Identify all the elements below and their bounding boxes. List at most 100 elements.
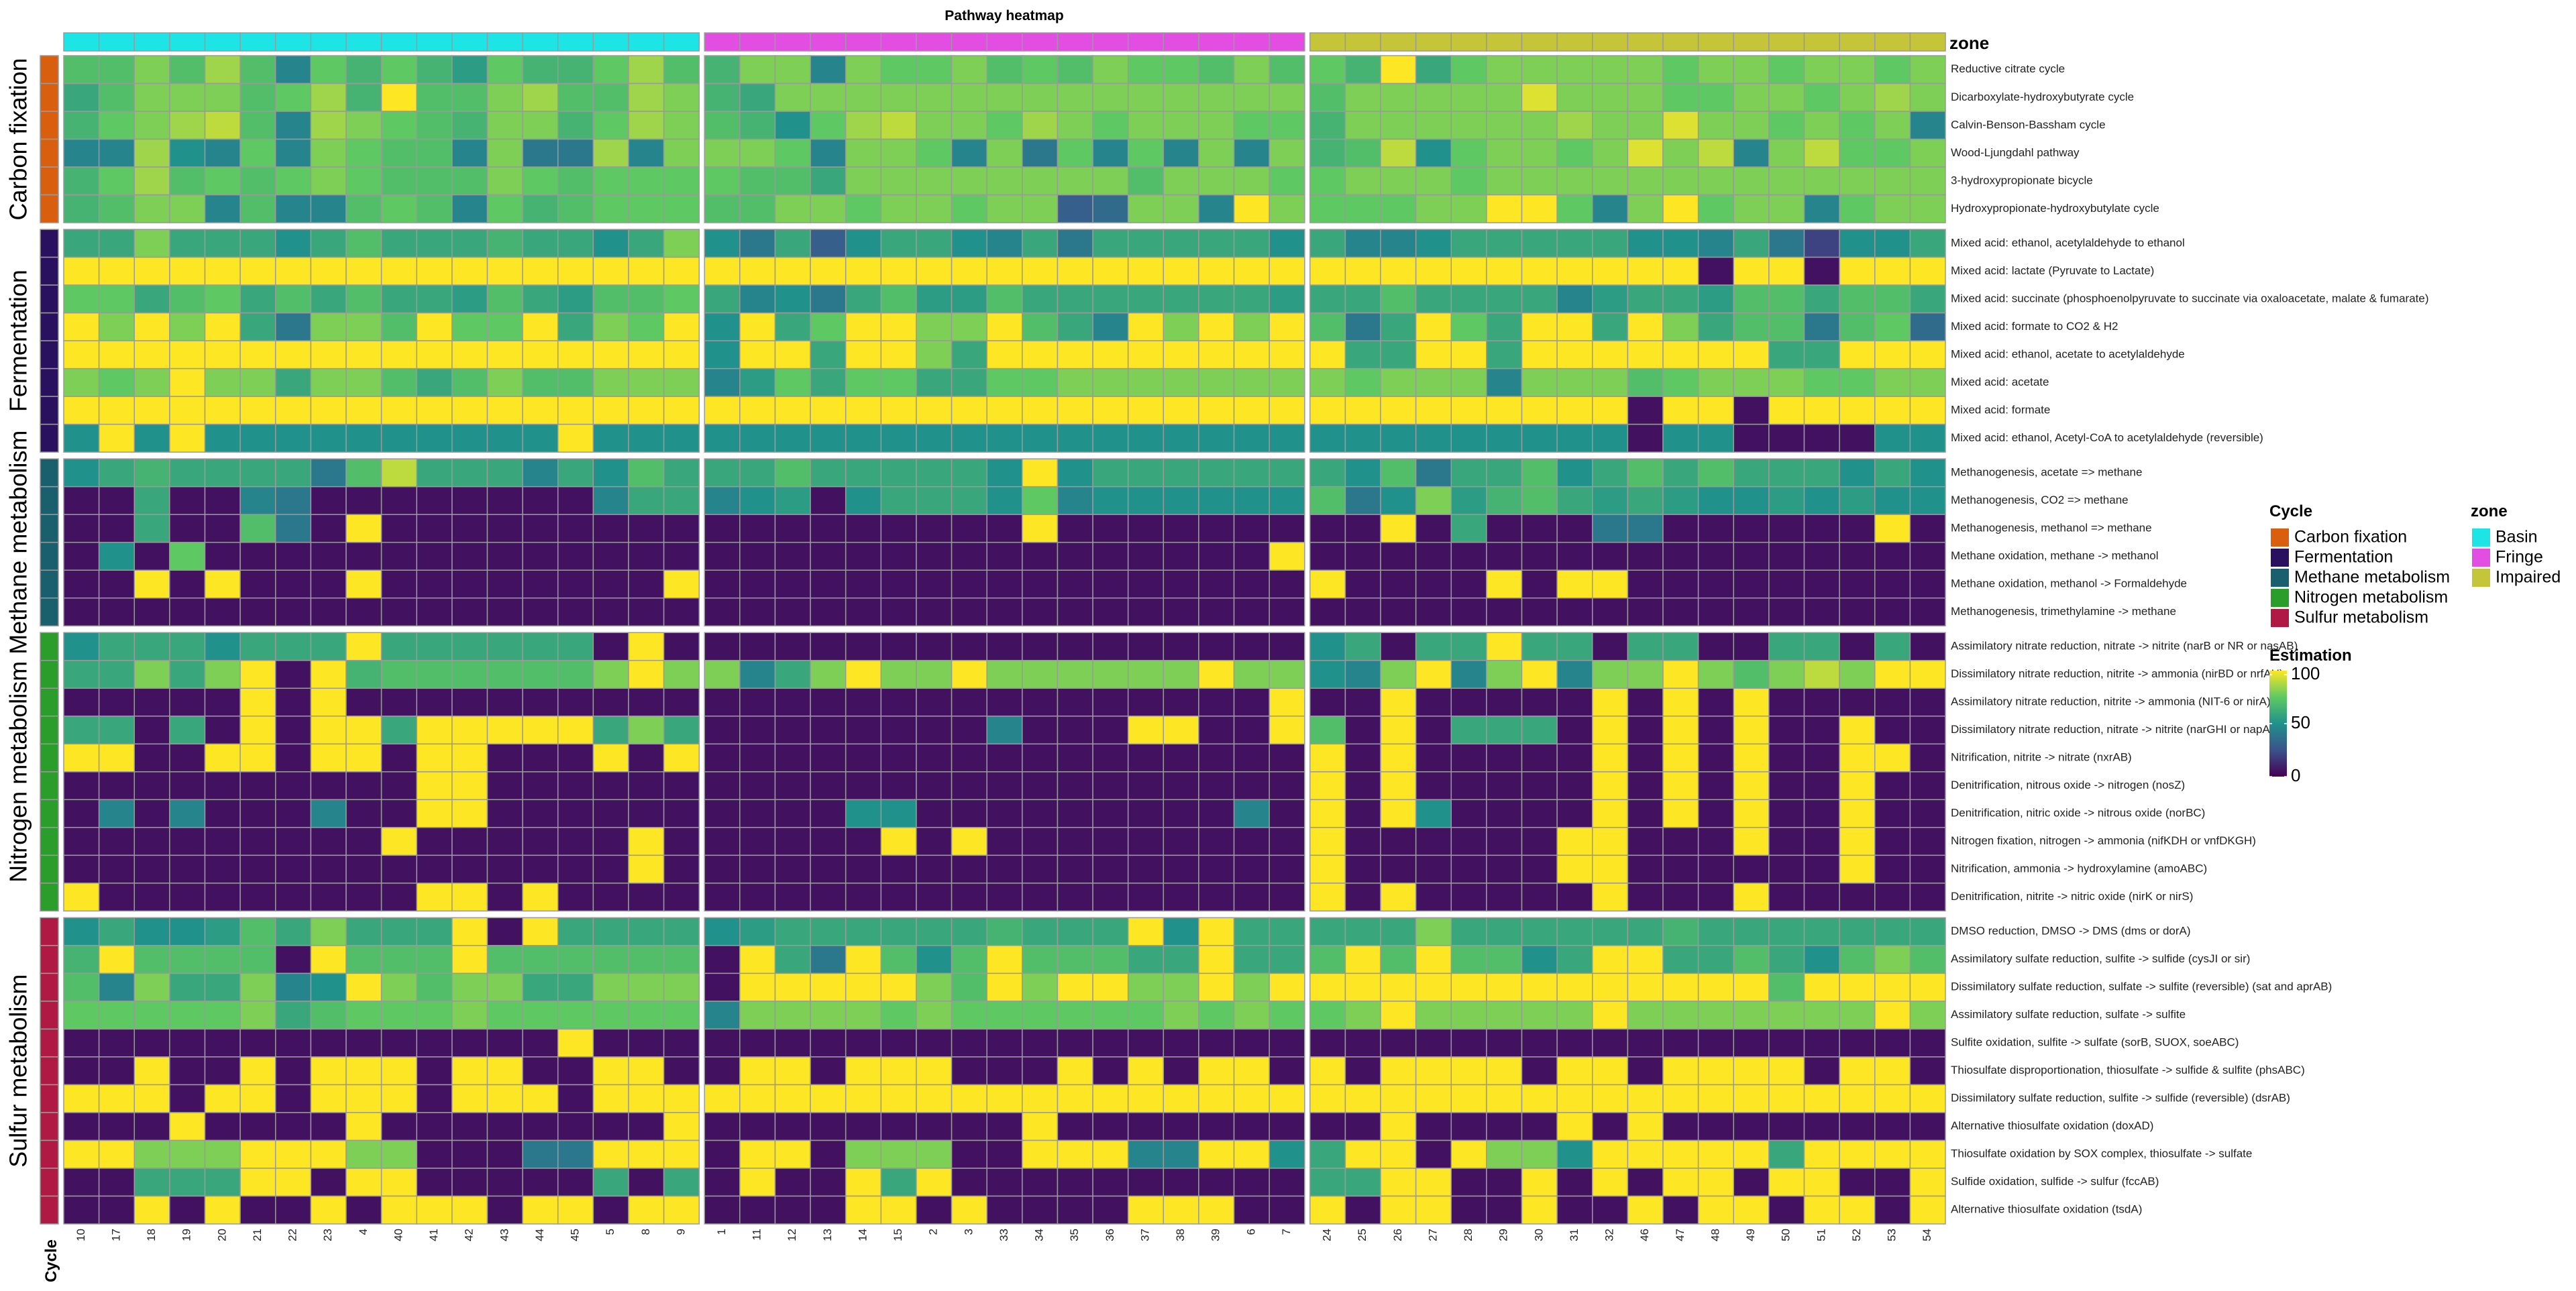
heatmap-cell — [845, 514, 882, 543]
heatmap-cell — [416, 229, 453, 258]
heatmap-cell — [416, 660, 453, 689]
heatmap-cell — [1127, 799, 1165, 828]
heatmap-cell — [1768, 716, 1805, 745]
row-label: Dissimilatory nitrate reduction, nitrate… — [1951, 723, 2282, 736]
heatmap-cell — [1057, 1084, 1093, 1113]
heatmap-cell — [951, 854, 987, 884]
heatmap-cell — [1269, 1139, 1305, 1169]
zone-legend-key — [2472, 549, 2490, 567]
heatmap-cell — [310, 1001, 347, 1030]
heatmap-cell — [1627, 854, 1664, 884]
heatmap-cell — [1768, 597, 1805, 626]
heatmap-cell — [663, 82, 700, 112]
heatmap-cell — [416, 1112, 453, 1141]
heatmap-cell — [1233, 743, 1270, 773]
heatmap-cell — [774, 972, 811, 1002]
heatmap-cell — [845, 660, 882, 689]
heatmap-cell — [1592, 396, 1629, 425]
heatmap-cell — [98, 660, 135, 689]
heatmap-cell — [239, 458, 276, 488]
heatmap-cell — [486, 687, 523, 717]
heatmap-cell — [663, 423, 700, 453]
heatmap-cell — [1127, 1112, 1165, 1141]
heatmap-cell — [1269, 799, 1305, 828]
column-label: 49 — [1744, 1229, 1757, 1241]
heatmap-cell — [1909, 743, 1946, 773]
heatmap-cell — [345, 632, 382, 661]
cycle-legend-label: Methane metabolism — [2294, 568, 2450, 587]
heatmap-cell — [1127, 917, 1165, 946]
heatmap-cell — [1269, 340, 1305, 370]
heatmap-cell — [739, 1028, 776, 1058]
heatmap-cell — [451, 340, 488, 370]
zone-cell-impaired — [1768, 32, 1805, 52]
heatmap-cell — [1450, 256, 1487, 286]
zone-cell-fringe — [1233, 32, 1270, 52]
heatmap-cell — [1450, 1195, 1487, 1225]
heatmap-cell — [951, 111, 987, 140]
zone-cell-basin — [592, 32, 629, 52]
heatmap-cell — [98, 917, 135, 946]
heatmap-cell — [916, 256, 953, 286]
zone-cell-impaired — [1733, 32, 1770, 52]
heatmap-cell — [239, 340, 276, 370]
heatmap-cell — [1022, 166, 1059, 196]
heatmap-cell — [774, 827, 811, 856]
cycle-cell-fermentation — [40, 396, 59, 425]
heatmap-cell — [204, 854, 241, 884]
heatmap-cell — [1057, 284, 1093, 314]
heatmap-cell — [1022, 111, 1059, 140]
heatmap-cell — [204, 458, 241, 488]
heatmap-cell — [1344, 854, 1381, 884]
column-label: 4 — [357, 1229, 370, 1235]
heatmap-cell — [1733, 1084, 1770, 1113]
heatmap-cell — [1592, 1001, 1629, 1030]
heatmap-cell — [1092, 743, 1129, 773]
heatmap-cell — [1057, 972, 1093, 1002]
heatmap-cell — [1556, 229, 1593, 258]
heatmap-cell — [1344, 569, 1381, 599]
heatmap-cell — [1092, 972, 1129, 1002]
heatmap-cell — [704, 312, 741, 341]
heatmap-cell — [1233, 423, 1270, 453]
zone-cell-fringe — [845, 32, 882, 52]
heatmap-cell — [63, 972, 100, 1002]
heatmap-cell — [557, 423, 594, 453]
heatmap-cell — [1733, 1001, 1770, 1030]
heatmap-cell — [1450, 284, 1487, 314]
heatmap-cell — [1022, 743, 1059, 773]
row-label: Methanogenesis, acetate => methane — [1951, 465, 2142, 478]
heatmap-cell — [1662, 854, 1699, 884]
heatmap-cell — [63, 340, 100, 370]
heatmap-cell — [628, 1001, 665, 1030]
heatmap-cell — [880, 771, 917, 801]
heatmap-cell — [774, 1112, 811, 1141]
heatmap-cell — [739, 632, 776, 661]
heatmap-cell — [951, 396, 987, 425]
heatmap-cell — [1592, 972, 1629, 1002]
zone-cell-impaired — [1909, 32, 1946, 52]
zone-cell-basin — [486, 32, 523, 52]
column-label: 24 — [1321, 1229, 1334, 1241]
heatmap-cell — [1874, 1195, 1911, 1225]
heatmap-cell — [1768, 827, 1805, 856]
heatmap-cell — [1486, 486, 1523, 515]
heatmap-cell — [845, 1028, 882, 1058]
heatmap-cell — [345, 541, 382, 571]
row-label: Reductive citrate cycle — [1951, 62, 2065, 75]
heatmap-cell — [1309, 799, 1346, 828]
heatmap-cell — [380, 423, 417, 453]
heatmap-cell — [133, 1168, 170, 1197]
heatmap-cell — [810, 569, 847, 599]
heatmap-cell — [451, 1195, 488, 1225]
heatmap-cell — [951, 1084, 987, 1113]
heatmap-cell — [1521, 256, 1558, 286]
cycle-cell-nitrogen-metabolism — [40, 827, 59, 856]
heatmap-cell — [628, 368, 665, 397]
heatmap-cell — [380, 883, 417, 912]
heatmap-cell — [274, 660, 312, 689]
heatmap-cell — [628, 458, 665, 488]
heatmap-cell — [1803, 1056, 1840, 1086]
heatmap-cell — [416, 1168, 453, 1197]
heatmap-cell — [1768, 514, 1805, 543]
